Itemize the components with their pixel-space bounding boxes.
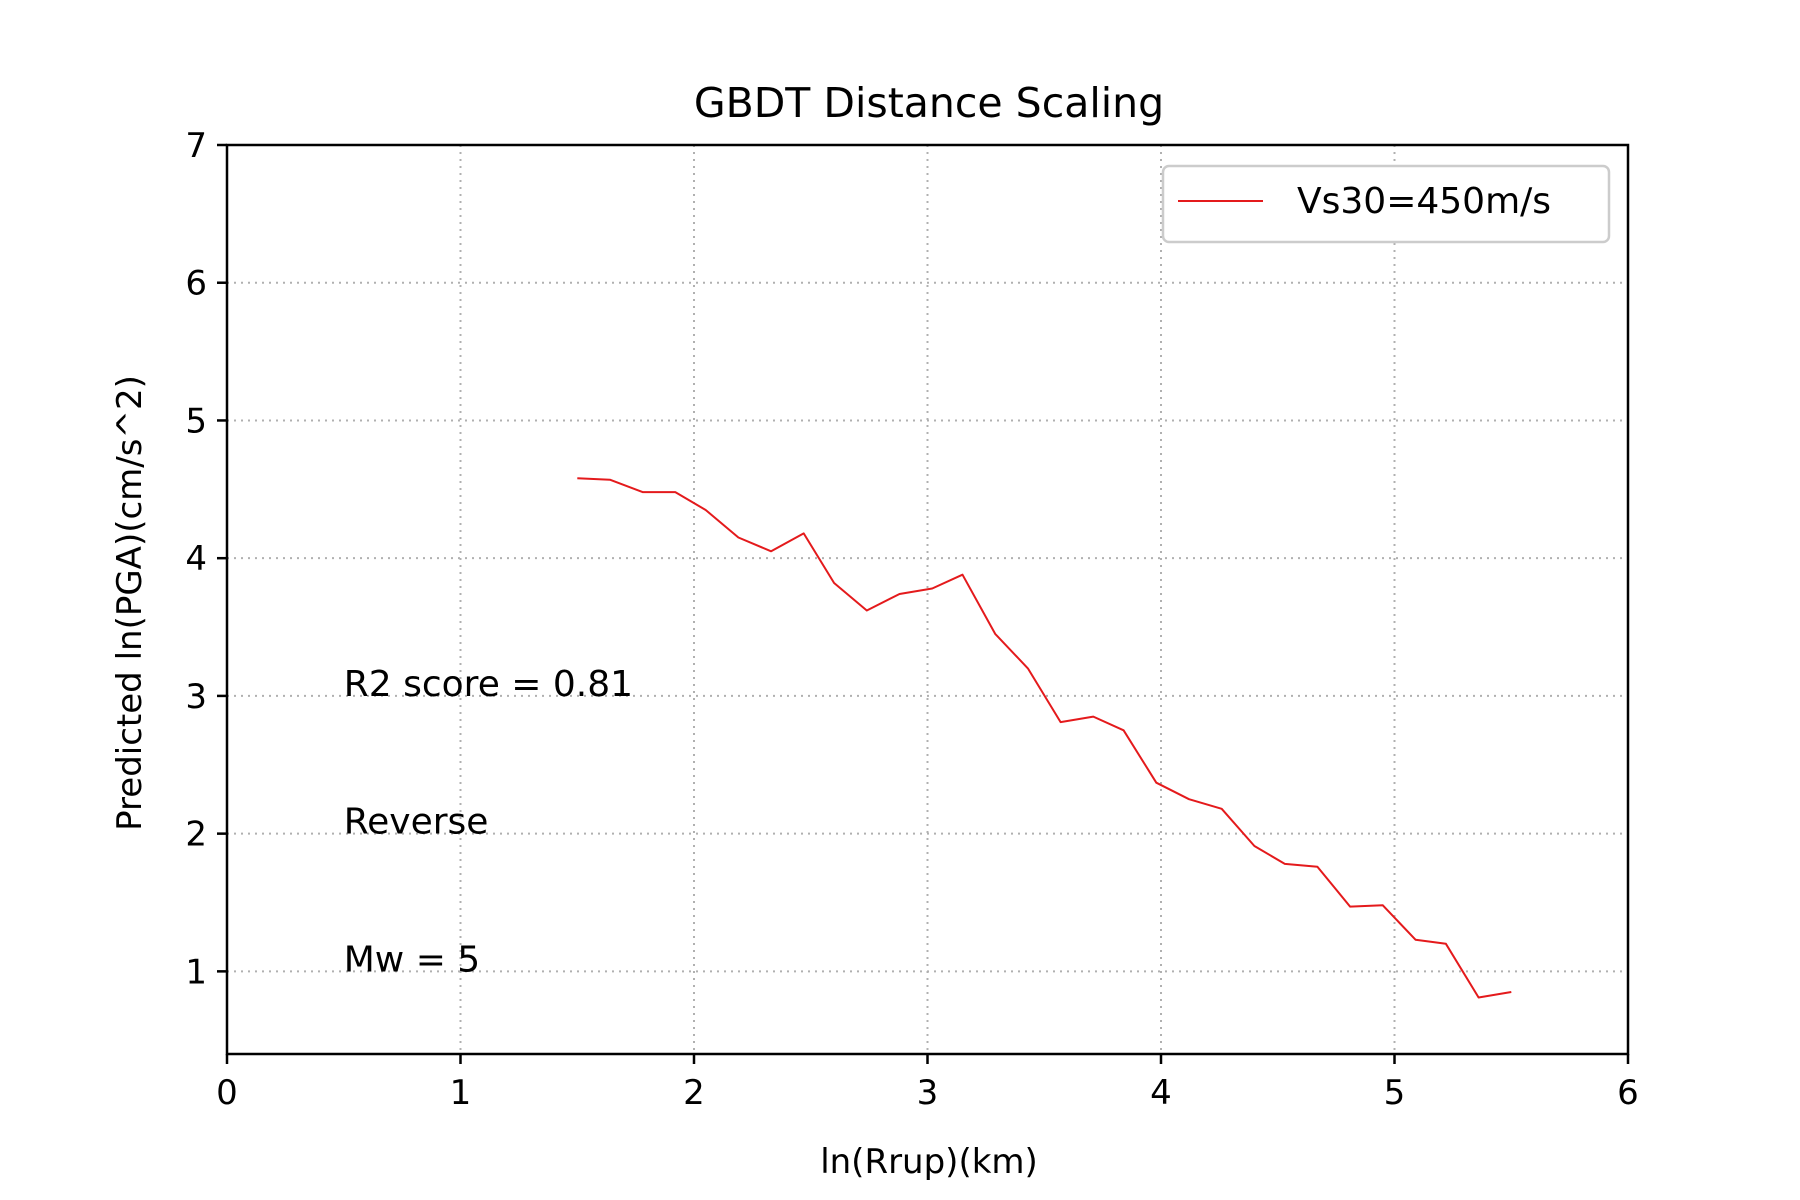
annotation-layer: R2 score = 0.81 Reverse Mw = 5 — [344, 664, 633, 980]
y-tick-label: 3 — [185, 677, 207, 717]
legend-label: Vs30=450m/s — [1297, 181, 1551, 222]
x-tick-label: 0 — [216, 1073, 238, 1113]
annotation-text: Mw = 5 — [344, 939, 480, 980]
series-layer — [577, 477, 1512, 999]
legend: Vs30=450m/s — [1161, 164, 1611, 244]
annotation-text: Reverse — [344, 802, 489, 843]
x-tick-label: 4 — [1150, 1073, 1172, 1113]
plot-frame — [225, 143, 1630, 1056]
x-tick-label: 5 — [1384, 1073, 1406, 1113]
y-tick-label: 6 — [185, 264, 207, 304]
x-tick-label: 3 — [917, 1073, 939, 1113]
x-tick-label: 1 — [450, 1073, 472, 1113]
y-tick-label: 1 — [185, 952, 207, 992]
y-tick-label: 5 — [185, 401, 207, 441]
x-axis-label: ln(Rrup)(km) — [820, 1142, 1038, 1182]
series-line-0 — [577, 477, 1512, 999]
legend-box — [1161, 164, 1611, 244]
y-tick-label: 7 — [185, 126, 207, 166]
x-tick-label: 6 — [1617, 1073, 1639, 1113]
y-tick-label: 4 — [185, 539, 207, 579]
y-axis-label: Predicted ln(PGA)(cm/s^2) — [110, 375, 150, 831]
y-tick-label: 2 — [185, 815, 207, 855]
chart-title: GBDT Distance Scaling — [694, 79, 1164, 127]
tick-layer: 0 1 2 3 4 5 6 1 2 3 4 5 6 7 — [185, 126, 1638, 1113]
grid-layer — [226, 144, 1629, 1054]
annotation-text: R2 score = 0.81 — [344, 664, 633, 705]
x-tick-label: 2 — [683, 1073, 705, 1113]
